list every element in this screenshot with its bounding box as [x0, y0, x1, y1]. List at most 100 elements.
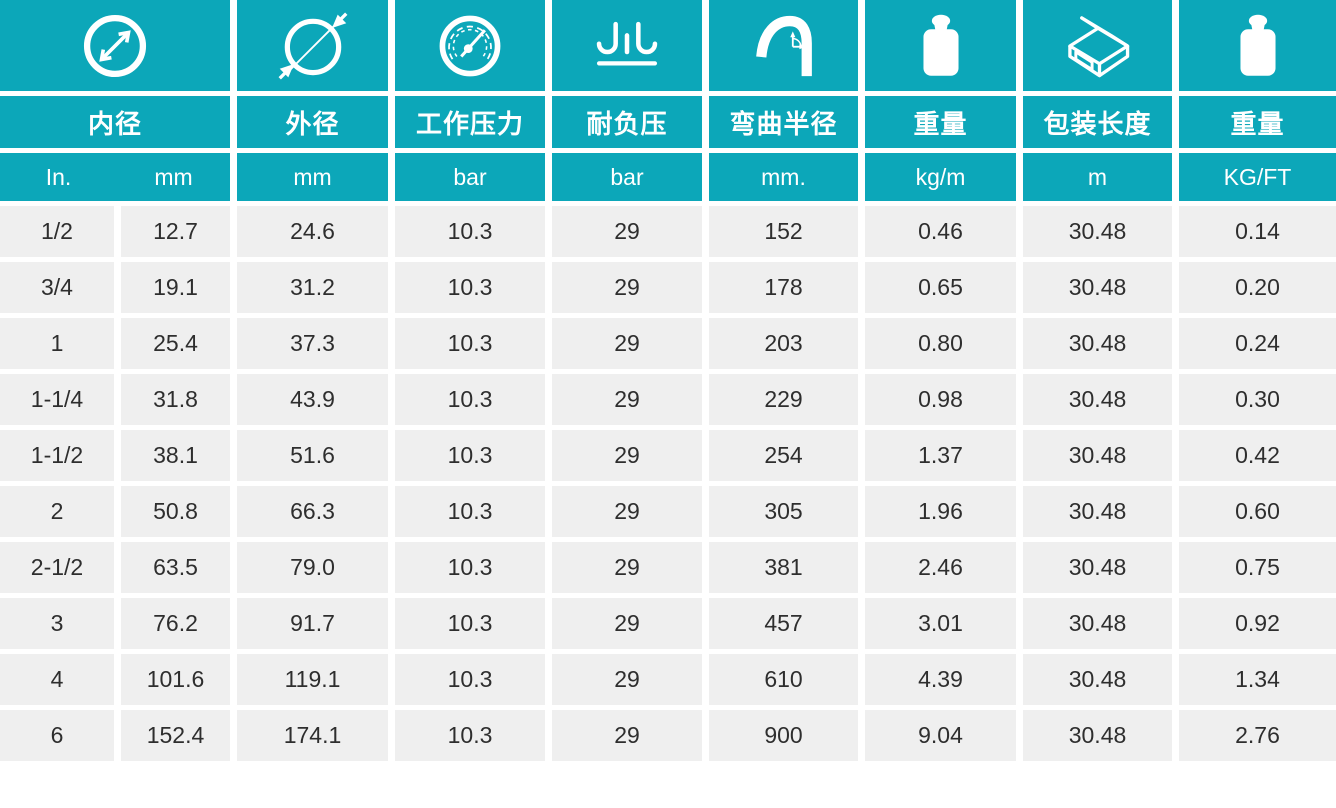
table-cell: 12.7	[121, 206, 230, 257]
table-cell: 4	[0, 654, 114, 705]
table-cell: 2.46	[865, 542, 1016, 593]
table-cell: 0.14	[1179, 206, 1336, 257]
unit-cell-weight-imperial: KG/FT	[1179, 153, 1336, 201]
col-header-weight-metric: 重量	[865, 96, 1016, 148]
table-cell: 10.3	[395, 374, 545, 425]
table-cell: 19.1	[121, 262, 230, 313]
unit-cell-inner-diameter: In. mm	[0, 153, 230, 201]
table-cell: 63.5	[121, 542, 230, 593]
table-cell: 30.48	[1023, 710, 1172, 761]
table-cell: 10.3	[395, 262, 545, 313]
unit-cell-weight-metric: kg/m	[865, 153, 1016, 201]
table-cell: 1-1/2	[0, 430, 114, 481]
icon-cell-package-length	[1023, 0, 1172, 91]
unit-label-inches: In.	[45, 163, 72, 190]
table-cell: 0.46	[865, 206, 1016, 257]
icon-cell-working-pressure	[395, 0, 545, 91]
table-cell: 29	[552, 206, 702, 257]
table-cell: 2.76	[1179, 710, 1336, 761]
table-cell: 2-1/2	[0, 542, 114, 593]
table-cell: 66.3	[237, 486, 388, 537]
table-cell: 0.98	[865, 374, 1016, 425]
table-cell: 30.48	[1023, 262, 1172, 313]
table-cell: 50.8	[121, 486, 230, 537]
table-cell: 3.01	[865, 598, 1016, 649]
table-cell: 29	[552, 542, 702, 593]
table-cell: 10.3	[395, 430, 545, 481]
weight-icon	[922, 14, 959, 76]
table-cell: 119.1	[237, 654, 388, 705]
table-cell: 0.60	[1179, 486, 1336, 537]
unit-cell-working-pressure: bar	[395, 153, 545, 201]
table-cell: 0.20	[1179, 262, 1336, 313]
table-cell: 30.48	[1023, 486, 1172, 537]
unit-cell-package-length: m	[1023, 153, 1172, 201]
table-cell: 10.3	[395, 542, 545, 593]
table-cell: 1/2	[0, 206, 114, 257]
table-cell: 51.6	[237, 430, 388, 481]
table-cell: 3/4	[0, 262, 114, 313]
table-cell: 305	[709, 486, 858, 537]
table-cell: 152.4	[121, 710, 230, 761]
col-header-inner-diameter: 内径	[0, 96, 230, 148]
unit-label-mm: mm	[154, 163, 193, 190]
table-cell: 1-1/4	[0, 374, 114, 425]
unit-cell-negative-pressure: bar	[552, 153, 702, 201]
table-cell: 29	[552, 374, 702, 425]
table-cell: 30.48	[1023, 598, 1172, 649]
table-cell: 76.2	[121, 598, 230, 649]
table-cell: 254	[709, 430, 858, 481]
table-cell: 91.7	[237, 598, 388, 649]
table-cell: 0.65	[865, 262, 1016, 313]
table-cell: 10.3	[395, 710, 545, 761]
table-cell: 0.80	[865, 318, 1016, 369]
icon-cell-bend-radius	[709, 0, 858, 91]
table-cell: 30.48	[1023, 542, 1172, 593]
table-cell: 37.3	[237, 318, 388, 369]
table-cell: 29	[552, 262, 702, 313]
table-cell: 1	[0, 318, 114, 369]
table-cell: 30.48	[1023, 374, 1172, 425]
table-cell: 29	[552, 710, 702, 761]
col-header-weight-imperial: 重量	[1179, 96, 1336, 148]
hose-spec-table: 内径 外径 工作压力 耐负压 弯曲半径 重量 包装长度 重量 In. mm mm…	[0, 0, 1336, 761]
outer-diameter-icon	[278, 12, 347, 79]
unit-cell-bend-radius: mm.	[709, 153, 858, 201]
icon-cell-inner-diameter	[0, 0, 230, 91]
table-cell: 6	[0, 710, 114, 761]
table-cell: 31.8	[121, 374, 230, 425]
table-cell: 30.48	[1023, 430, 1172, 481]
package-length-icon	[1067, 15, 1129, 77]
table-cell: 43.9	[237, 374, 388, 425]
table-cell: 29	[552, 430, 702, 481]
table-cell: 0.75	[1179, 542, 1336, 593]
table-cell: 79.0	[237, 542, 388, 593]
table-cell: 900	[709, 710, 858, 761]
col-header-package-length: 包装长度	[1023, 96, 1172, 148]
table-cell: 0.92	[1179, 598, 1336, 649]
table-cell: 29	[552, 598, 702, 649]
working-pressure-icon	[439, 15, 501, 76]
table-cell: 10.3	[395, 318, 545, 369]
icon-cell-negative-pressure	[552, 0, 702, 91]
table-cell: 178	[709, 262, 858, 313]
table-cell: 0.30	[1179, 374, 1336, 425]
bend-radius-icon	[755, 15, 812, 76]
table-cell: 229	[709, 374, 858, 425]
inner-diameter-icon	[83, 14, 147, 77]
table-cell: 29	[552, 486, 702, 537]
table-cell: 10.3	[395, 654, 545, 705]
table-cell: 0.24	[1179, 318, 1336, 369]
table-cell: 38.1	[121, 430, 230, 481]
table-cell: 10.3	[395, 486, 545, 537]
table-cell: 24.6	[237, 206, 388, 257]
table-cell: 101.6	[121, 654, 230, 705]
weight-icon	[1239, 14, 1276, 76]
table-cell: 152	[709, 206, 858, 257]
table-cell: 1.37	[865, 430, 1016, 481]
unit-cell-outer-diameter: mm	[237, 153, 388, 201]
col-header-bend-radius: 弯曲半径	[709, 96, 858, 148]
table-cell: 203	[709, 318, 858, 369]
table-cell: 29	[552, 318, 702, 369]
negative-pressure-icon	[596, 21, 658, 65]
